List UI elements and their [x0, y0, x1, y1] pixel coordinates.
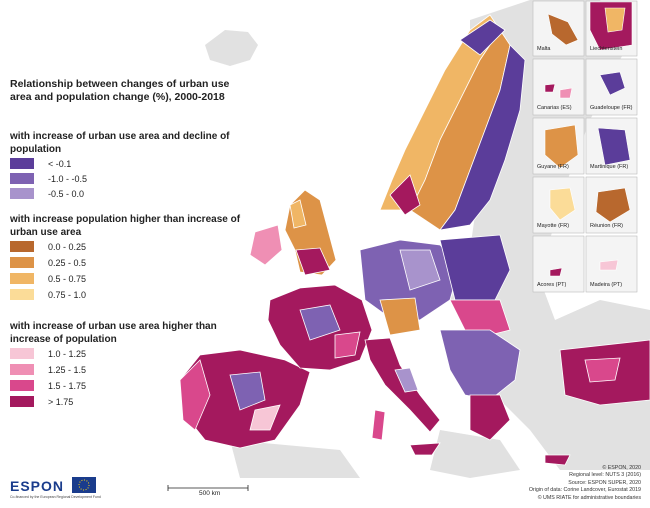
credit-line: Source: ESPON SUPER, 2020: [568, 479, 641, 486]
scale-bar: [167, 485, 249, 491]
legend-label: 0.0 - 0.25: [48, 241, 87, 252]
legend-label: < -0.1: [48, 158, 72, 169]
espon-logo-subtitle: Co-financed by the European Regional Dev…: [10, 495, 101, 499]
legend-item: -0.5 - 0.0: [10, 187, 84, 200]
legend-swatch: [10, 380, 34, 391]
inset-label-liechtenstein: Liechtenstein: [590, 46, 623, 52]
legend-swatch: [10, 348, 34, 359]
legend-label: 0.75 - 1.0: [48, 289, 87, 300]
iberia: [179, 349, 311, 449]
inset-label-martinique: Martinique (FR): [590, 164, 629, 170]
legend-label: > 1.75: [48, 396, 74, 407]
legend-item: 1.5 - 1.75: [10, 379, 86, 392]
legend-label: -1.0 - -0.5: [48, 173, 88, 184]
balkans: [439, 329, 571, 466]
legend-swatch: [10, 257, 34, 268]
inset-label-madeira: Madeira (PT): [590, 282, 623, 288]
legend-swatch: [10, 364, 34, 375]
credit-line: © UMS RIATE for administrative boundarie…: [537, 494, 641, 501]
british-isles: [249, 189, 337, 276]
credits: © ESPON, 2020 Regional level: NUTS 3 (20…: [529, 465, 641, 502]
inset-label-acores: Acores (PT): [537, 282, 567, 288]
legend-label: -0.5 - 0.0: [48, 188, 85, 199]
legend-group-3-title: with increase of urban use area higher t…: [10, 321, 217, 345]
inset-label-mayotte: Mayotte (FR): [537, 223, 570, 229]
legend-item: 1.0 - 1.25: [10, 347, 86, 360]
nordic-regions: [379, 14, 526, 231]
inset-label-reunion: Réunion (FR): [590, 223, 624, 229]
legend-item: < -0.1: [10, 157, 71, 170]
credit-line: Regional level: NUTS 3 (2016): [569, 472, 641, 479]
inset-label-guadeloupe: Guadeloupe (FR): [590, 105, 633, 111]
france: [267, 284, 373, 371]
legend-swatch: [10, 173, 34, 184]
legend-label: 0.25 - 0.5: [48, 257, 87, 268]
credit-line: Origin of data: Corine Landcover, Eurost…: [528, 487, 641, 494]
legend-swatch: [10, 289, 34, 300]
legend-swatch: [10, 158, 34, 169]
turkey: [559, 339, 650, 406]
legend-item: 0.5 - 0.75: [10, 272, 86, 285]
italy: [364, 337, 441, 456]
legend-item: > 1.75: [10, 395, 73, 408]
espon-logo: ESPON: [10, 478, 65, 494]
inset-shapes: [544, 1, 633, 277]
inset-label-guyane: Guyane (FR): [537, 164, 569, 170]
legend-label: 0.5 - 0.75: [48, 273, 87, 284]
inset-label-malta: Malta: [537, 46, 551, 52]
legend-item: 0.25 - 0.5: [10, 256, 86, 269]
credit-line: © ESPON, 2020: [602, 465, 641, 471]
legend-swatch: [10, 188, 34, 199]
legend-item: 0.75 - 1.0: [10, 288, 86, 301]
legend-swatch: [10, 273, 34, 284]
legend-item: -1.0 - -0.5: [10, 172, 87, 185]
legend-item: 1.25 - 1.5: [10, 363, 86, 376]
legend-label: 1.25 - 1.5: [48, 364, 87, 375]
iceland: [205, 30, 258, 66]
inset-label-canarias: Canarias (ES): [537, 105, 572, 111]
legend-group-1-title: with increase of urban use area and decl…: [10, 131, 230, 155]
scale-bar-label: 500 km: [199, 490, 221, 497]
legend-item: 0.0 - 0.25: [10, 240, 86, 253]
legend-group-2-title: with increase population higher than inc…: [10, 214, 241, 238]
legend-swatch: [10, 396, 34, 407]
legend-title: Relationship between changes of urban us…: [10, 78, 230, 103]
legend-label: 1.0 - 1.25: [48, 348, 87, 359]
legend-swatch: [10, 241, 34, 252]
legend-label: 1.5 - 1.75: [48, 380, 87, 391]
eu-flag-icon: [72, 477, 96, 493]
